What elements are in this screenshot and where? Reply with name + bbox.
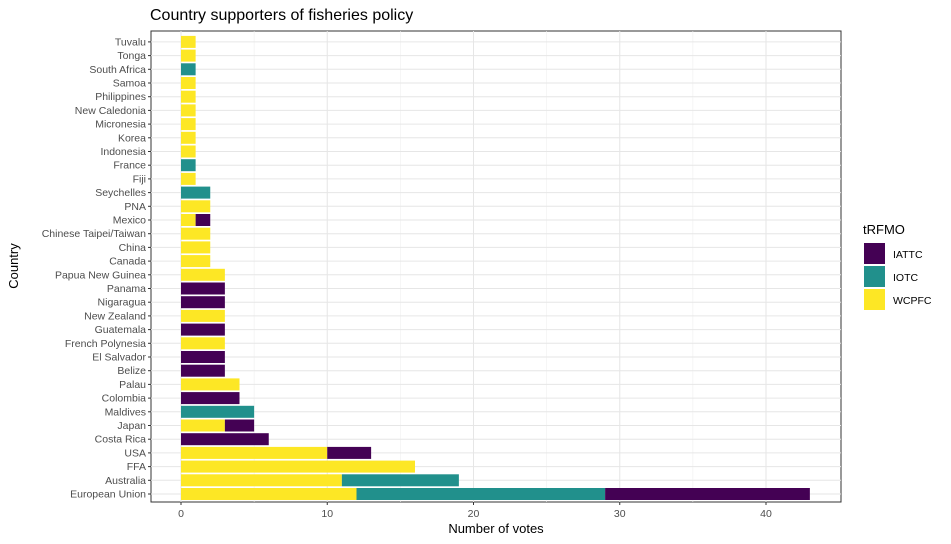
y-tick-label: El Salvador <box>92 352 146 364</box>
y-tick-label: Chinese Taipei/Taiwan <box>42 228 146 240</box>
bar-segment <box>181 488 357 500</box>
bar-segment <box>195 214 211 226</box>
y-tick-label: Tuvalu <box>115 36 146 48</box>
bar-segment <box>181 159 196 172</box>
x-tick-label: 0 <box>178 508 184 520</box>
bar-segment <box>181 118 196 131</box>
legend-swatch <box>864 266 885 287</box>
bar-segment <box>181 241 211 254</box>
y-tick-label: FFA <box>127 461 146 473</box>
y-tick-label: European Union <box>70 489 146 501</box>
bar-segment <box>181 90 196 103</box>
y-tick-label: Japan <box>117 420 146 432</box>
bar-segment <box>181 309 225 322</box>
y-tick-label: Fiji <box>133 173 146 185</box>
y-tick-label: Guatemala <box>95 324 147 336</box>
bar-segment <box>181 351 225 363</box>
legend-title: tRFMO <box>863 222 905 237</box>
legend-swatch <box>864 243 885 264</box>
y-tick-label: Seychelles <box>95 187 146 199</box>
y-tick-label: Philippines <box>95 91 146 103</box>
bar-segment <box>224 419 255 432</box>
bar-segment <box>181 35 196 48</box>
y-tick-label: China <box>119 242 147 254</box>
y-tick-label: Canada <box>109 256 146 268</box>
bar-segment <box>181 63 196 76</box>
y-tick-label: Panama <box>107 283 146 295</box>
x-axis-title: Number of votes <box>448 521 544 536</box>
y-tick-label: New Caledonia <box>75 105 146 117</box>
bar-segment <box>181 77 196 89</box>
y-tick-label: Australia <box>105 475 146 487</box>
bar-segment <box>327 446 372 459</box>
bar-segment <box>181 282 225 295</box>
bar-segment <box>181 131 196 144</box>
bar-segment <box>181 227 211 240</box>
chart-title: Country supporters of fisheries policy <box>150 7 413 24</box>
y-tick-label: Papua New Guinea <box>55 269 146 281</box>
y-tick-label: French Polynesia <box>65 338 146 350</box>
bar-segment <box>181 433 269 446</box>
legend-label: IATTC <box>893 249 923 261</box>
bar-segment <box>181 337 225 350</box>
bar-segment <box>181 419 225 432</box>
bar-segment <box>181 172 196 185</box>
bar-segment <box>181 49 196 62</box>
legend: tRFMO IATTC IOTC WCPFC <box>863 222 932 310</box>
bar-segment <box>181 104 196 117</box>
y-tick-label: PNA <box>124 201 146 213</box>
bar-segment <box>181 214 196 226</box>
bar-segment <box>356 488 606 500</box>
bar-segment <box>181 392 240 405</box>
y-tick-label: South Africa <box>89 64 146 76</box>
legend-label: WCPFC <box>893 295 932 307</box>
bars <box>181 35 810 500</box>
y-tick-label: Tonga <box>117 50 146 62</box>
y-tick-label: Maldives <box>105 406 146 418</box>
x-tick-label: 30 <box>614 508 626 520</box>
bar-segment <box>181 364 225 377</box>
legend-swatch <box>864 289 885 310</box>
y-tick-label: Colombia <box>102 393 147 405</box>
y-tick-label: New Zealand <box>84 310 146 322</box>
x-tick-label: 20 <box>468 508 480 520</box>
bar-segment <box>181 474 342 487</box>
bar-segment <box>181 446 328 459</box>
bar-segment <box>181 200 211 213</box>
y-tick-label: Palau <box>119 379 146 391</box>
y-tick-label: Korea <box>118 132 146 144</box>
bar-segment <box>181 323 225 336</box>
y-tick-label: France <box>113 160 146 172</box>
bar-segment <box>181 255 211 268</box>
bar-segment <box>181 296 225 309</box>
x-axis-ticks: 0 10 20 30 40 <box>178 502 772 520</box>
bar-segment <box>341 474 459 487</box>
x-tick-label: 40 <box>760 508 772 520</box>
bar-segment <box>181 378 240 391</box>
y-tick-label: Samoa <box>113 78 146 90</box>
legend-label: IOTC <box>893 272 918 284</box>
bar-segment <box>181 405 255 418</box>
y-tick-label: Nigaragua <box>98 297 147 309</box>
y-tick-label: Costa Rica <box>95 434 147 446</box>
y-tick-label: USA <box>124 447 146 459</box>
bar-segment <box>181 186 211 199</box>
plot-panel <box>150 30 842 503</box>
bar-segment <box>181 460 415 473</box>
y-tick-label: Mexico <box>113 215 146 227</box>
plot-area <box>150 30 842 503</box>
y-axis-title: Country <box>6 243 21 289</box>
bar-segment <box>181 268 225 281</box>
x-tick-label: 10 <box>321 508 333 520</box>
y-tick-label: Belize <box>117 365 146 377</box>
bar-segment <box>181 145 196 158</box>
y-tick-label: Indonesia <box>100 146 146 158</box>
bar-segment <box>605 488 810 500</box>
y-tick-label: Micronesia <box>95 119 146 131</box>
